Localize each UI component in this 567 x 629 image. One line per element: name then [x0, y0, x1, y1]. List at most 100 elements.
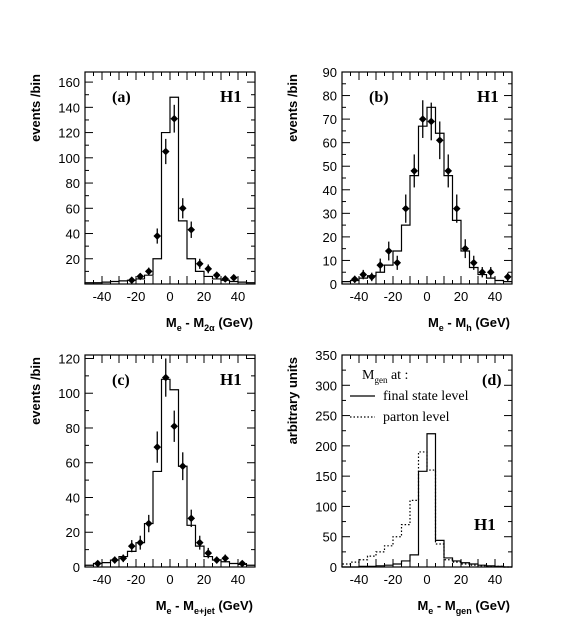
data-point	[444, 167, 453, 175]
y-tick-label: 100	[315, 499, 337, 514]
y-axis-label: events /bin	[285, 74, 300, 142]
y-axis-label: arbitrary units	[285, 357, 300, 444]
panel-label: (b)	[369, 89, 389, 106]
x-tick-label: 0	[166, 289, 173, 304]
y-tick-label: 0	[73, 560, 80, 575]
y-tick-label: 0	[330, 560, 337, 575]
panel-label: (a)	[112, 89, 131, 106]
y-tick-label: 300	[315, 378, 337, 393]
histogram-solid	[342, 433, 512, 568]
data-point	[350, 275, 359, 284]
y-tick-label: 60	[66, 456, 80, 471]
experiment-label: H1	[220, 370, 242, 389]
legend-entry: parton level	[383, 410, 450, 425]
y-tick-label: 50	[323, 159, 337, 174]
panel-a: -40 -20 0 20 40 20 40 60 80 100 120 140 160 Me - M2α …	[28, 71, 256, 333]
x-tick-label: 40	[488, 289, 502, 304]
data-point	[478, 268, 487, 277]
x-tick-label: 40	[231, 572, 245, 587]
x-axis-label: Me - M2α (GeV)	[166, 315, 253, 333]
x-tick-label: 0	[423, 289, 430, 304]
data-point	[153, 443, 162, 451]
data-point	[410, 167, 419, 175]
x-tick-label: -40	[93, 289, 112, 304]
data-point	[127, 542, 136, 550]
data-point	[384, 247, 393, 255]
x-axis-label: Me - Me+jet (GeV)	[156, 598, 253, 616]
x-axis-label: Me - Mgen (GeV)	[417, 598, 510, 616]
x-tick-label: 20	[197, 572, 211, 587]
mc-histogram	[84, 378, 255, 567]
data-point	[212, 556, 221, 564]
y-axis-label: events /bin	[28, 357, 43, 425]
panel-c: -40 -20 0 20 40 0 20 40 60 80 100 120 Me - Me+jet (G…	[28, 351, 256, 616]
y-tick-label: 40	[323, 183, 337, 198]
data-point	[359, 270, 368, 279]
y-tick-label: 50	[323, 530, 337, 545]
y-tick-label: 60	[66, 201, 80, 216]
legend-title: Mgen at :	[362, 368, 408, 385]
x-tick-label: 40	[231, 289, 245, 304]
data-point	[461, 244, 470, 253]
data-point	[144, 267, 153, 276]
y-tick-label: 30	[323, 206, 337, 221]
y-tick-label: 20	[66, 525, 80, 540]
data-point	[178, 204, 187, 213]
data-point	[204, 549, 213, 557]
data-point	[187, 225, 196, 234]
y-tick-label: 20	[66, 252, 80, 267]
panel-d: -40 -20 0 20 40 0 50 100 150 200 250 300 350 Me - Mge…	[285, 348, 513, 616]
data-point	[393, 259, 402, 267]
data-point	[238, 559, 247, 568]
data-point	[195, 260, 204, 268]
x-tick-label: -20	[384, 289, 403, 304]
y-tick-label: 0	[330, 277, 337, 292]
data-point	[170, 114, 179, 123]
data-point	[136, 272, 145, 281]
data-point	[486, 268, 495, 277]
x-tick-label: -20	[127, 289, 146, 304]
panel-label: (d)	[482, 372, 502, 389]
x-tick-label: -40	[350, 289, 369, 304]
y-axis-label: events /bin	[28, 74, 43, 142]
x-tick-label: -20	[384, 572, 403, 587]
y-tick-label: 20	[323, 230, 337, 245]
data-point	[418, 115, 427, 123]
y-tick-label: 140	[58, 100, 80, 115]
y-tick-label: 80	[66, 176, 80, 191]
y-tick-label: 120	[58, 126, 80, 141]
y-tick-label: 80	[66, 421, 80, 436]
data-point	[153, 232, 162, 240]
x-tick-label: 20	[197, 289, 211, 304]
y-tick-label: 80	[323, 89, 337, 104]
x-tick-label: -20	[127, 572, 146, 587]
legend-entry: final state level	[383, 389, 469, 404]
x-tick-label: 20	[454, 289, 468, 304]
data-point	[229, 273, 238, 282]
y-tick-label: 350	[315, 348, 337, 363]
data-point	[503, 273, 512, 281]
data-point	[161, 147, 170, 156]
data-point	[195, 538, 204, 547]
y-tick-label: 100	[58, 386, 80, 401]
data-point	[452, 204, 461, 213]
data-point	[127, 276, 136, 285]
y-tick-label: 160	[58, 75, 80, 90]
mc-histogram	[84, 96, 255, 284]
mc-histogram	[341, 106, 512, 284]
histogram-dotted	[341, 451, 512, 568]
y-tick-label: 100	[58, 151, 80, 166]
x-tick-label: -40	[93, 572, 112, 587]
data-point	[221, 554, 230, 563]
y-tick-label: 150	[315, 469, 337, 484]
y-tick-label: 250	[315, 409, 337, 424]
x-tick-label: 20	[454, 572, 468, 587]
y-tick-label: 10	[323, 253, 337, 268]
y-tick-label: 40	[66, 227, 80, 242]
data-point	[93, 559, 102, 568]
y-tick-label: 90	[323, 65, 337, 80]
data-point	[110, 556, 119, 564]
data-point	[178, 462, 187, 471]
panel-label: (c)	[112, 372, 130, 389]
data-point	[119, 554, 128, 563]
